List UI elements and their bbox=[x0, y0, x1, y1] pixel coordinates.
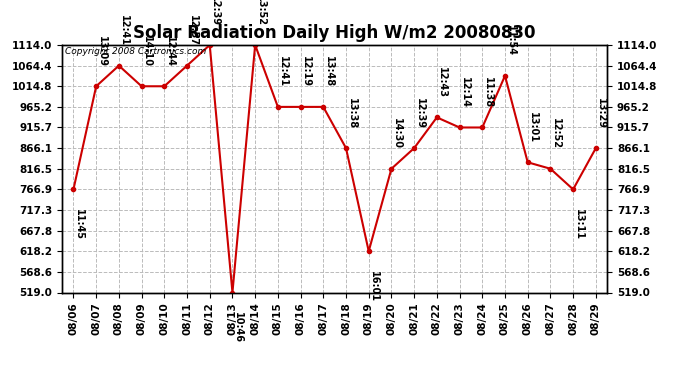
Text: 12:43: 12:43 bbox=[437, 67, 447, 98]
Text: 12:39: 12:39 bbox=[210, 0, 220, 26]
Text: 11:45: 11:45 bbox=[74, 209, 84, 240]
Text: 10:46: 10:46 bbox=[233, 312, 243, 343]
Title: Solar Radiation Daily High W/m2 20080830: Solar Radiation Daily High W/m2 20080830 bbox=[133, 24, 536, 42]
Text: 12:41: 12:41 bbox=[119, 15, 130, 46]
Text: 14:10: 14:10 bbox=[142, 36, 152, 67]
Text: 13:01: 13:01 bbox=[529, 112, 538, 143]
Text: 11:38: 11:38 bbox=[483, 77, 493, 108]
Text: 12:41: 12:41 bbox=[279, 57, 288, 87]
Text: 13:38: 13:38 bbox=[346, 98, 357, 129]
Text: 13:11: 13:11 bbox=[573, 209, 584, 240]
Text: 11:54: 11:54 bbox=[506, 26, 515, 56]
Text: 14:30: 14:30 bbox=[392, 118, 402, 149]
Text: 12:39: 12:39 bbox=[415, 98, 425, 129]
Text: 12:52: 12:52 bbox=[551, 118, 561, 149]
Text: Copyright 2008 Cartronics.com: Copyright 2008 Cartronics.com bbox=[65, 48, 206, 57]
Text: 12:44: 12:44 bbox=[165, 36, 175, 67]
Text: 12:57: 12:57 bbox=[188, 15, 197, 46]
Text: 12:14: 12:14 bbox=[460, 77, 470, 108]
Text: 13:52: 13:52 bbox=[256, 0, 266, 26]
Text: 13:09: 13:09 bbox=[97, 36, 107, 67]
Text: 13:48: 13:48 bbox=[324, 56, 334, 87]
Text: 13:29: 13:29 bbox=[596, 98, 607, 129]
Text: 12:19: 12:19 bbox=[301, 57, 311, 87]
Text: 16:01: 16:01 bbox=[369, 271, 380, 302]
